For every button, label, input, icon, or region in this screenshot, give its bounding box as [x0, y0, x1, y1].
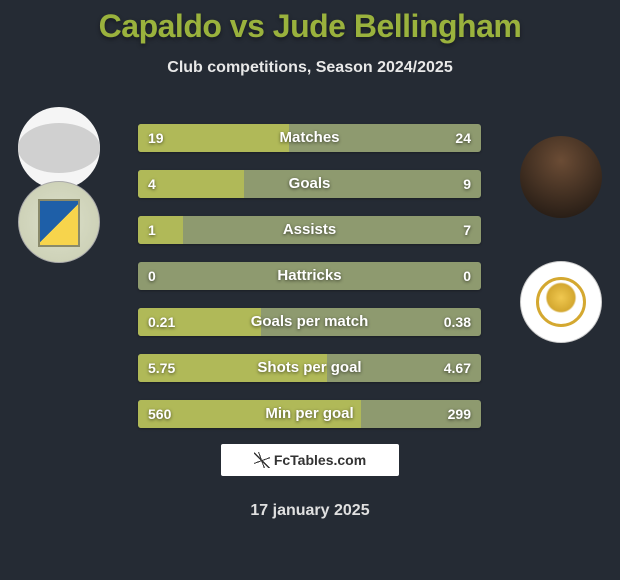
- stat-row: 0.21Goals per match0.38: [138, 308, 481, 336]
- brand-text: FcTables.com: [274, 452, 366, 468]
- stat-label: Goals per match: [138, 308, 481, 336]
- stat-value-right: 0: [453, 262, 481, 290]
- stat-label: Matches: [138, 124, 481, 152]
- chart-icon: [254, 452, 270, 468]
- stats-container: 19Matches24 4Goals9 1Assists7 0Hattricks0 0.…: [138, 124, 481, 446]
- crown-icon: [536, 277, 586, 327]
- page-title: Capaldo vs Jude Bellingham: [0, 0, 620, 45]
- stat-value-right: 7: [453, 216, 481, 244]
- stat-row: 560Min per goal299: [138, 400, 481, 428]
- stat-label: Hattricks: [138, 262, 481, 290]
- stat-value-right: 0.38: [434, 308, 481, 336]
- stat-label: Assists: [138, 216, 481, 244]
- stat-row: 4Goals9: [138, 170, 481, 198]
- silhouette-icon: [18, 123, 100, 172]
- stat-value-right: 24: [445, 124, 481, 152]
- stat-label: Min per goal: [138, 400, 481, 428]
- footer-date: 17 january 2025: [0, 502, 620, 520]
- page-subtitle: Club competitions, Season 2024/2025: [0, 59, 620, 77]
- brand-logo[interactable]: FcTables.com: [221, 444, 399, 476]
- stat-row: 0Hattricks0: [138, 262, 481, 290]
- stat-row: 19Matches24: [138, 124, 481, 152]
- club-right-badge: [520, 261, 602, 343]
- stat-row: 1Assists7: [138, 216, 481, 244]
- club-left-badge: [18, 181, 100, 263]
- stat-label: Goals: [138, 170, 481, 198]
- stat-value-right: 9: [453, 170, 481, 198]
- player-left-avatar: [18, 107, 100, 189]
- player-right-avatar: [520, 136, 602, 218]
- stat-value-right: 299: [438, 400, 481, 428]
- stat-label: Shots per goal: [138, 354, 481, 382]
- stat-row: 5.75Shots per goal4.67: [138, 354, 481, 382]
- stat-value-right: 4.67: [434, 354, 481, 382]
- shield-icon: [38, 199, 80, 247]
